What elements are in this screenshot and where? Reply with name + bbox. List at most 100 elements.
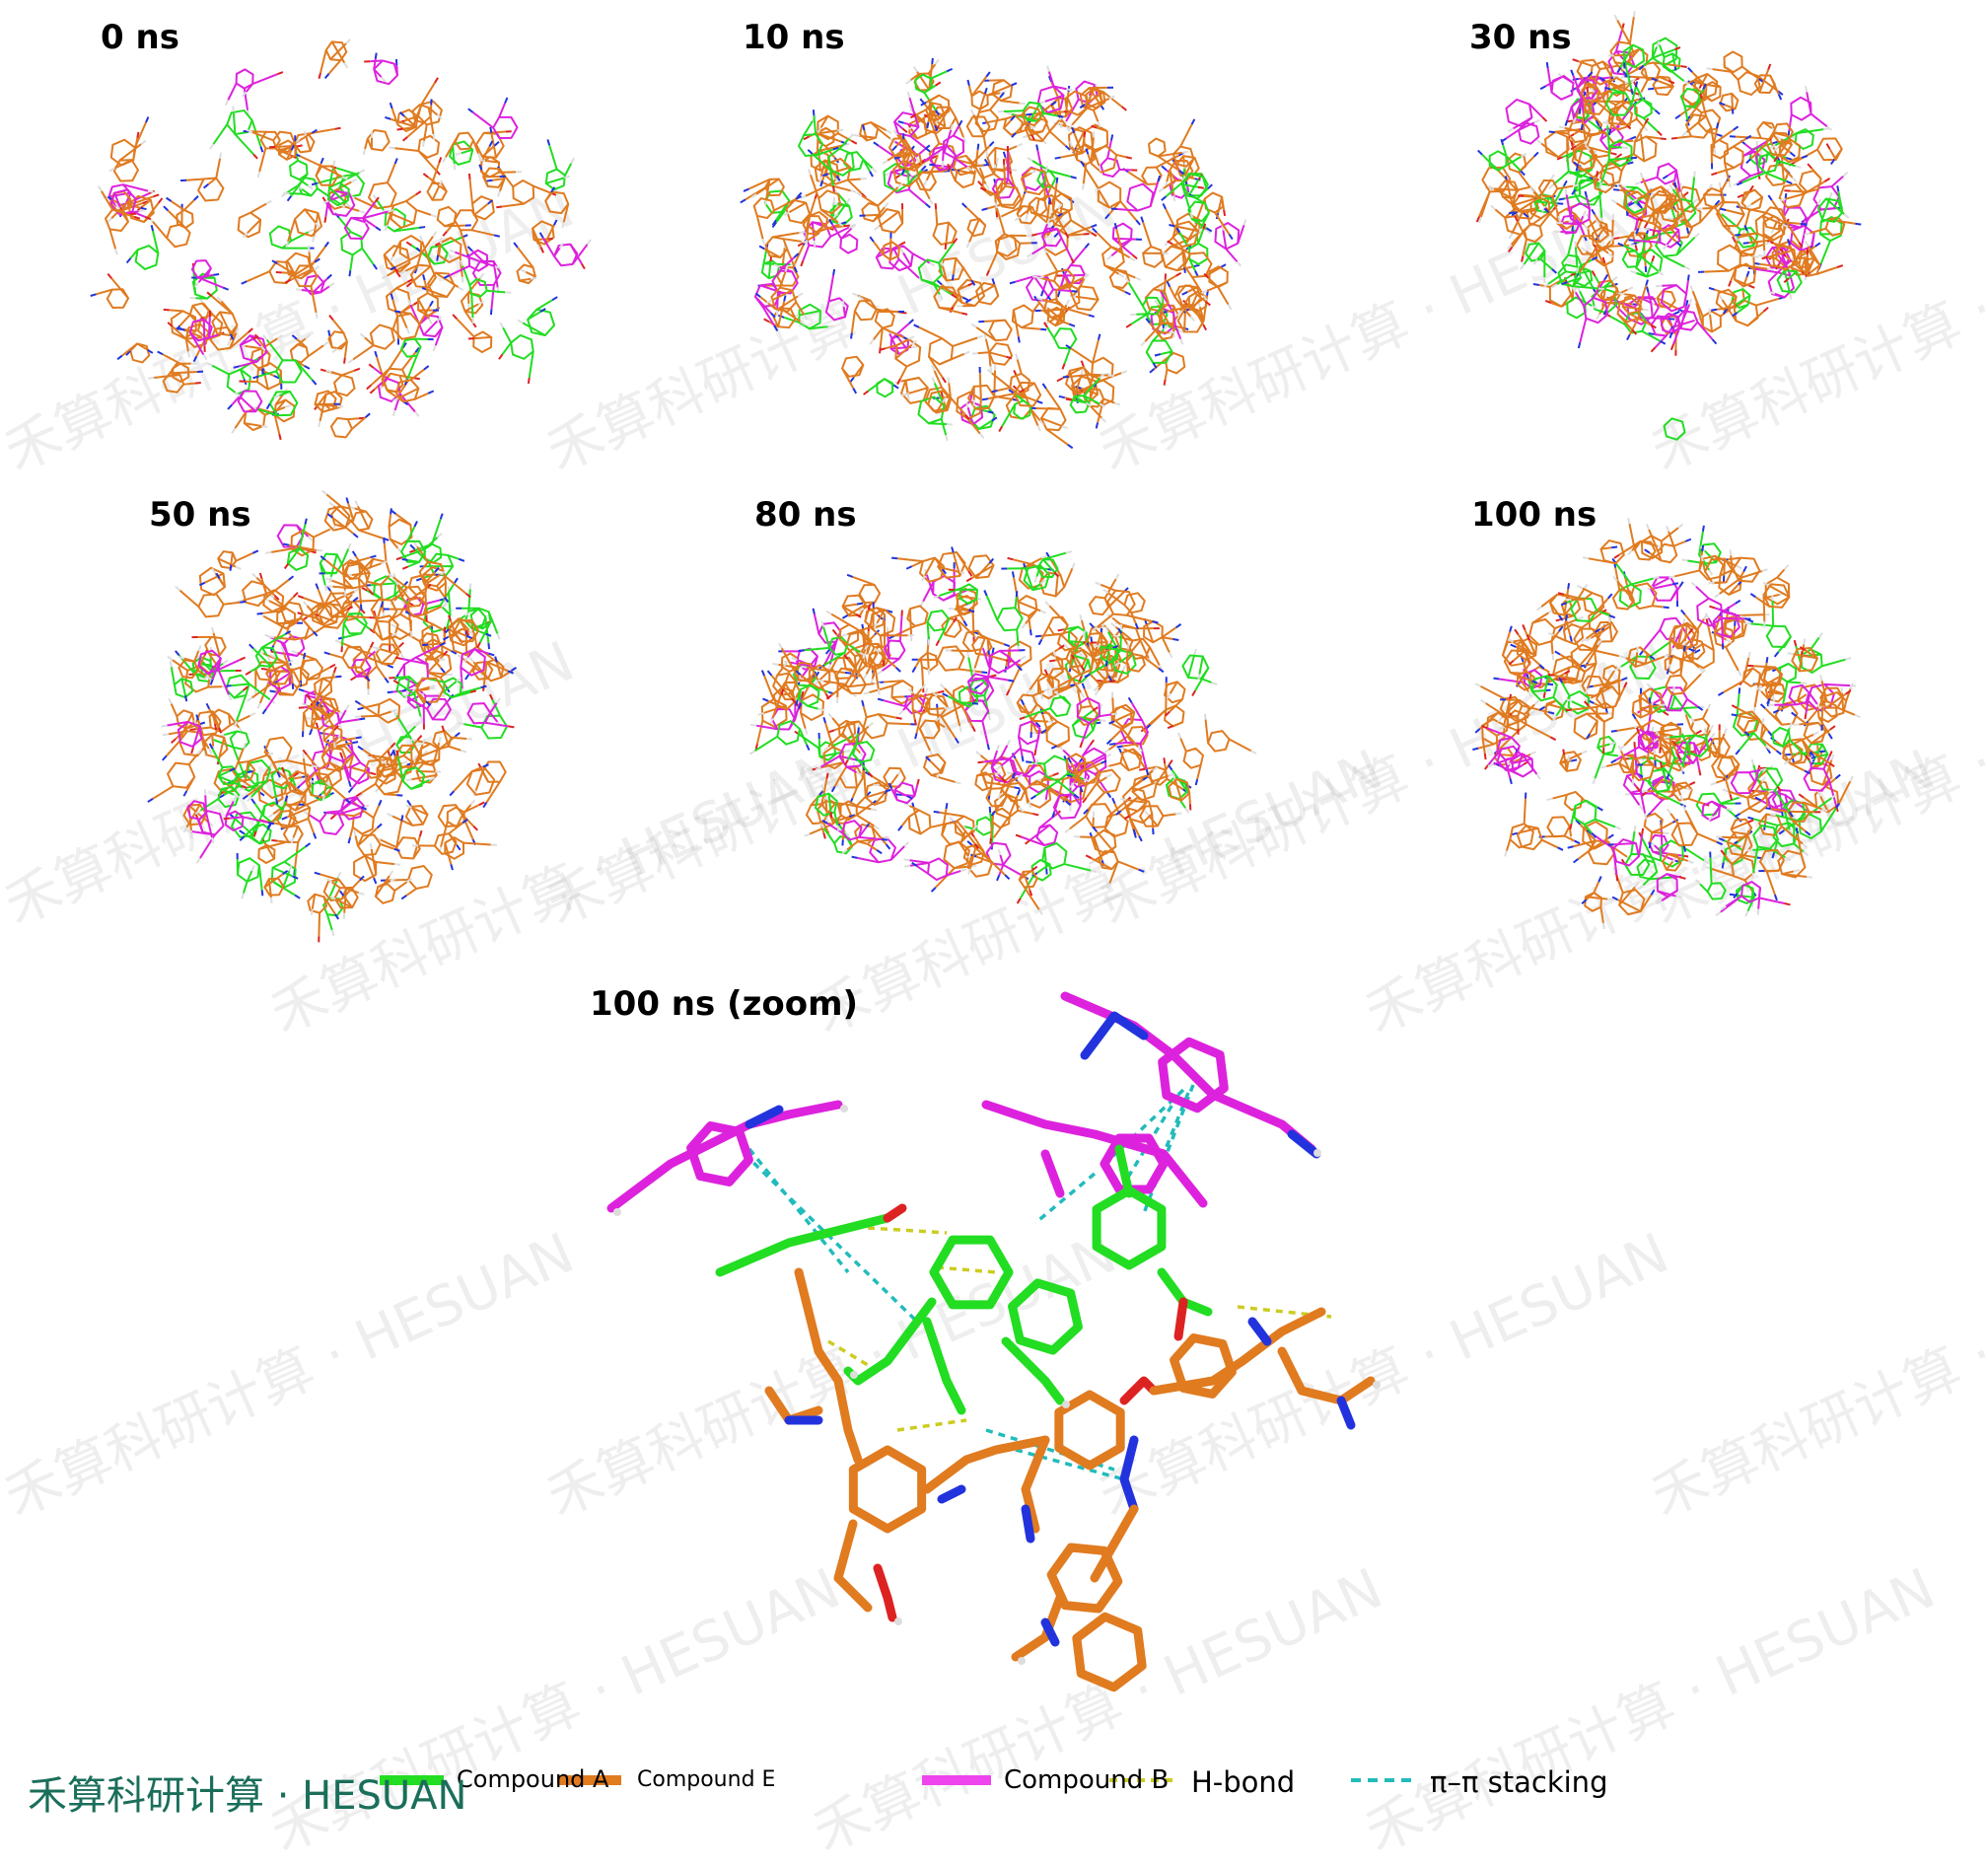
molecule-atom [930,263,935,266]
molecule-atom [496,206,502,207]
molecule-atom [354,830,355,836]
molecule-atom [1017,144,1023,146]
molecule-atom [1168,726,1173,728]
molecule-atom [1631,89,1632,95]
molecule-atom [993,648,994,654]
molecule-atom [441,238,442,244]
molecule-atom [1019,337,1020,343]
molecule-atom [1604,274,1607,279]
molecule-atom [1008,558,1014,559]
molecule-atom [1855,224,1861,225]
molecule-bond [1703,208,1716,209]
molecule-atom [333,161,334,167]
molecule-bond [990,98,1000,110]
molecule-atom [358,747,363,750]
molecule-atom [907,393,908,398]
molecule-atom [451,864,453,870]
molecule-bond [308,345,323,356]
molecule-atom [1072,291,1078,292]
molecule-atom [987,270,989,275]
molecule-atom [382,275,387,278]
molecule-atom [1688,68,1692,72]
molecule-bond [309,819,315,833]
molecule-ring [136,246,159,269]
molecule-bond [1164,814,1176,816]
molecule-bond [213,124,227,144]
molecule-atom [489,654,495,656]
molecule-atom [1583,211,1586,216]
molecule-bond [958,669,981,672]
molecule-atom [799,232,805,233]
molecule-bond [445,226,465,227]
molecule-bond [910,609,911,635]
molecule-atom [390,751,393,755]
molecule-ring [1014,400,1030,418]
molecule-atom [1173,195,1174,201]
molecule-bond [954,258,957,274]
molecule-atom [191,748,193,754]
molecule-bond [350,827,353,837]
molecule-bond [1563,223,1580,224]
molecule-atom [909,320,913,323]
molecule-atom [857,604,863,605]
molecule-atom [821,785,823,791]
molecule-atom [416,579,422,581]
molecule-atom [322,491,327,495]
molecule-atom [927,122,928,128]
molecule-atom [959,726,960,732]
molecule-atom [1720,209,1726,210]
molecule-atom [588,240,592,245]
molecule-atom [163,734,169,735]
molecule-atom [768,671,772,676]
molecule-bond [336,168,356,174]
molecule-bond [1016,114,1027,115]
molecule-atom [261,426,267,427]
molecule-atom [285,280,290,283]
molecule-atom [1091,637,1092,643]
molecule-atom [947,69,952,71]
molecule-atom [1062,426,1068,428]
molecule-atom [164,206,168,210]
molecule-bond [1180,738,1186,751]
molecule-atom [435,78,438,83]
molecule-ring [1686,114,1711,137]
molecule-atom [896,718,902,719]
molecule-bond [153,786,174,799]
molecule-atom [1630,137,1636,139]
molecule-bond [406,194,416,201]
molecule-atom [306,843,311,847]
molecule-bond [304,758,307,783]
molecule-atom [248,697,252,700]
molecule-ring [997,608,1022,630]
molecule-atom [1097,423,1098,429]
molecule-atom [1054,233,1058,237]
molecule-atom [414,521,417,526]
molecule-bond [987,93,1000,95]
molecule-bond [1821,208,1837,209]
molecule-atom [1058,116,1064,117]
molecule-atom [967,80,968,86]
molecule-atom [420,830,422,836]
molecule-ring [1718,246,1740,271]
molecule-atom [468,108,473,112]
molecule-atom [141,208,147,209]
molecule-atom [448,253,452,258]
molecule-atom [976,752,981,755]
molecule-atom [1058,291,1060,297]
molecule-atom [329,316,333,321]
cluster-4 [749,546,1255,914]
molecule-bond [1100,682,1109,683]
molecule-bond [913,253,930,262]
molecule-atom [1684,267,1689,270]
molecule-ring [1704,188,1723,208]
molecule-atom [1690,286,1692,292]
molecule-bond [883,328,903,338]
molecule-ring [320,813,343,834]
molecule-atom [1661,341,1666,344]
molecule-atom [1145,811,1149,816]
molecule-atom [1709,288,1715,290]
molecule-bond [1664,65,1683,81]
molecule-atom [314,266,319,269]
molecule-atom [461,751,466,753]
molecule-bond [1643,100,1656,110]
